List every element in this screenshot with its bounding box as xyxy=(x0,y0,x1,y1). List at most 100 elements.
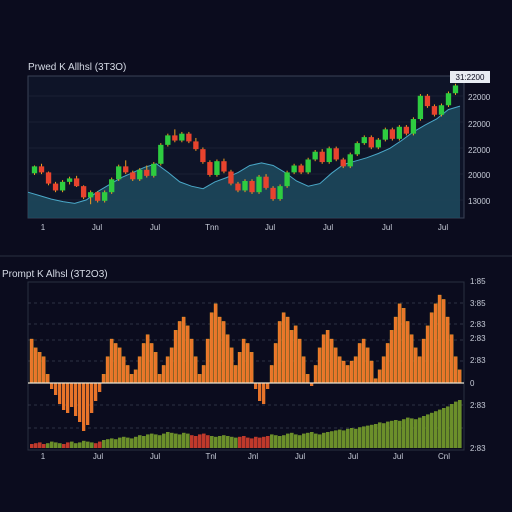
oscillator-bar-positive xyxy=(305,374,310,384)
oscillator-bar-positive xyxy=(129,374,134,384)
volume-bar xyxy=(182,432,186,448)
price-x-tick: 1 xyxy=(41,223,46,232)
oscillator-x-tick: 1 xyxy=(41,452,46,461)
oscillator-bar-negative xyxy=(78,383,82,422)
oscillator-x-tick: Tnl xyxy=(205,452,216,461)
oscillator-bar-positive xyxy=(437,294,442,384)
oscillator-bar-negative xyxy=(262,383,266,404)
candle-down xyxy=(73,178,80,187)
oscillator-x-tick: Jul xyxy=(93,452,103,461)
candle-up xyxy=(116,166,122,180)
volume-bar xyxy=(162,433,166,448)
oscillator-bar-positive xyxy=(425,325,430,384)
oscillator-bar-positive xyxy=(157,374,162,384)
oscillator-bars xyxy=(29,294,462,431)
oscillator-bar-positive xyxy=(313,365,318,384)
volume-bar xyxy=(266,436,270,448)
price-x-tick: Jul xyxy=(150,223,160,232)
oscillator-bar-positive xyxy=(429,312,434,384)
oscillator-bar-positive xyxy=(385,343,390,384)
oscillator-bar-positive xyxy=(433,303,438,384)
candle-down xyxy=(228,171,234,184)
oscillator-bar-negative xyxy=(62,383,66,410)
candle-up xyxy=(445,93,452,106)
oscillator-bar-positive xyxy=(137,356,142,384)
volume-bar xyxy=(50,441,54,448)
oscillator-x-tick: Jnl xyxy=(248,452,258,461)
oscillator-bar-positive xyxy=(381,356,386,384)
oscillator-bar-positive xyxy=(213,303,218,384)
candle-down xyxy=(424,95,431,107)
candle-down xyxy=(298,165,304,173)
volume-bar xyxy=(158,435,162,448)
oscillator-bar-positive xyxy=(173,330,178,384)
volume-bar xyxy=(210,436,214,448)
oscillator-bar-positive xyxy=(249,352,254,384)
candle-down xyxy=(319,151,325,163)
oscillator-x-tick: Cnl xyxy=(438,452,450,461)
oscillator-bar-negative xyxy=(66,383,70,413)
candle-down xyxy=(123,166,129,173)
candle-down xyxy=(200,149,206,163)
oscillator-bar-positive xyxy=(361,338,366,384)
oscillator-bar-negative xyxy=(254,383,258,389)
candle-down xyxy=(186,133,192,142)
oscillator-bar-positive xyxy=(141,343,146,384)
volume-bar xyxy=(222,435,226,448)
candle-up xyxy=(347,154,353,167)
volume-bar xyxy=(234,437,238,448)
volume-bar xyxy=(398,420,402,448)
oscillator-bar-positive xyxy=(345,365,350,384)
volume-bar xyxy=(254,436,258,448)
volume-bar xyxy=(166,432,170,448)
candle-down xyxy=(221,161,227,172)
oscillator-bar-positive xyxy=(37,352,42,384)
volume-bar xyxy=(330,431,334,448)
volume-bar xyxy=(294,434,298,448)
volume-bar xyxy=(310,432,314,448)
volume-bar xyxy=(378,422,382,448)
volume-bar xyxy=(214,436,218,448)
candle-down xyxy=(403,126,410,134)
oscillator-bar-positive xyxy=(133,369,138,384)
candle-up xyxy=(326,148,332,163)
volume-bar xyxy=(250,438,254,448)
volume-bar xyxy=(70,441,74,448)
oscillator-bar-positive xyxy=(369,360,374,384)
volume-bar xyxy=(318,434,322,448)
volume-bar xyxy=(362,426,366,448)
candle-down xyxy=(144,169,150,176)
oscillator-bar-positive xyxy=(409,334,414,384)
oscillator-y-tick: 0 xyxy=(470,379,475,388)
volume-bar xyxy=(258,437,262,448)
volume-bar xyxy=(282,435,286,448)
price-x-tick: Jul xyxy=(382,223,392,232)
oscillator-bar-positive xyxy=(329,338,334,384)
volume-bar xyxy=(206,435,210,448)
oscillator-bar-positive xyxy=(341,360,346,384)
oscillator-y-tick: 2:83 xyxy=(470,444,486,453)
oscillator-bar-positive xyxy=(41,356,46,384)
candle-down xyxy=(333,148,339,160)
oscillator-bar-positive xyxy=(237,352,242,384)
volume-bar xyxy=(126,437,130,448)
price-panel: Prwed K Allhsl (3T3O) 31:2200 22000 2200… xyxy=(27,62,491,232)
volume-bar xyxy=(414,419,418,448)
oscillator-bar-positive xyxy=(241,338,246,384)
oscillator-bar-positive xyxy=(105,356,110,384)
volume-bar xyxy=(450,404,454,448)
volume-bar xyxy=(430,412,434,448)
oscillator-bar-positive xyxy=(205,338,210,384)
candle-up xyxy=(417,95,424,120)
price-x-tick: Jul xyxy=(323,223,333,232)
oscillator-bar-positive xyxy=(301,356,306,384)
volume-bar xyxy=(34,443,38,448)
volume-bar xyxy=(178,434,182,448)
candle-down xyxy=(52,183,59,191)
volume-bar xyxy=(190,435,194,448)
price-x-tick: Jul xyxy=(438,223,448,232)
volume-bar xyxy=(418,417,422,448)
oscillator-bar-positive xyxy=(101,374,106,384)
oscillator-bar-positive xyxy=(193,356,198,384)
volume-bar xyxy=(118,437,122,448)
